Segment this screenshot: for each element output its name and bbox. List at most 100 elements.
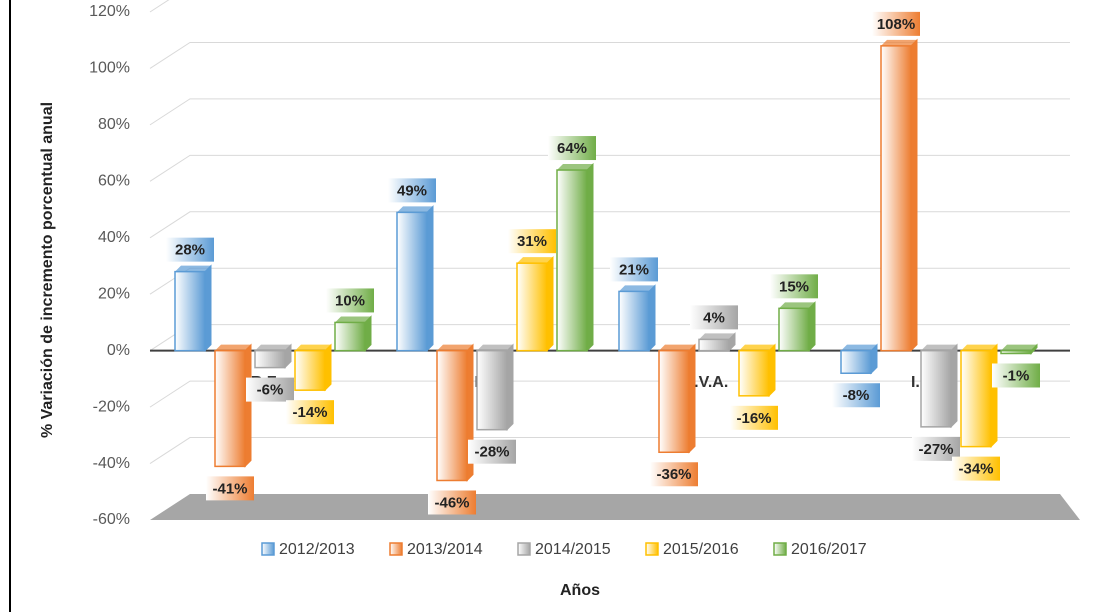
bar-top: [881, 39, 917, 46]
bar-top: [397, 206, 433, 213]
legend-swatch: [261, 542, 275, 556]
bar-top: [517, 257, 553, 264]
value-label: 10%: [335, 292, 365, 309]
value-label-box: [610, 257, 658, 282]
bar: [1000, 349, 1032, 355]
legend-label: 2014/2015: [535, 541, 611, 558]
bar-side: [204, 264, 212, 352]
bar: [920, 349, 952, 428]
bar: [778, 307, 810, 352]
grid-line: [149, 380, 1070, 408]
value-label-box: [992, 363, 1040, 388]
value-label: 31%: [517, 233, 547, 250]
value-label: 15%: [779, 278, 809, 295]
bar-top: [295, 344, 331, 351]
value-label-box: [468, 439, 516, 464]
y-tick-label: 100%: [89, 60, 130, 77]
bar-side: [990, 343, 998, 448]
bar-side: [950, 343, 958, 429]
bar-top: [739, 344, 775, 351]
bar: [516, 262, 548, 352]
bar: [658, 349, 690, 454]
value-label: 21%: [619, 261, 649, 278]
value-label-box: [428, 490, 476, 515]
value-label-box: [650, 462, 698, 487]
floor: [150, 494, 1080, 520]
value-label: -28%: [474, 444, 509, 461]
grid-line: [149, 437, 1070, 464]
bar: [698, 338, 730, 352]
bar-top: [437, 344, 473, 351]
legend-swatch: [389, 542, 403, 556]
bar-top: [335, 316, 371, 323]
value-label: -16%: [736, 410, 771, 427]
value-label: -27%: [918, 441, 953, 458]
value-label-box: [770, 274, 818, 299]
grid-line: [149, 0, 170, 13]
bar-top: [215, 344, 251, 351]
value-label: -1%: [1003, 367, 1030, 384]
y-tick-label: 0%: [107, 342, 130, 359]
bar-top: [921, 344, 957, 351]
bar: [254, 349, 286, 369]
bar: [618, 290, 650, 352]
bar-top: [477, 344, 513, 351]
bar: [840, 349, 872, 374]
value-label-box: [690, 305, 738, 330]
bar: [960, 349, 992, 448]
bar-side: [324, 343, 332, 392]
y-tick-label: -40%: [93, 455, 130, 472]
bar-top: [841, 344, 877, 351]
value-label-box: [952, 456, 1000, 481]
value-label: -14%: [292, 404, 327, 421]
value-label-box: [326, 288, 374, 313]
legend-swatch: [645, 542, 659, 556]
value-label-box: [166, 237, 214, 262]
bar: [738, 349, 770, 397]
bar-top: [175, 265, 211, 272]
bar-side: [506, 343, 514, 431]
y-tick-label: 40%: [98, 229, 130, 246]
bar-top: [255, 344, 291, 351]
bar-side: [648, 284, 656, 352]
bar-side: [426, 205, 434, 352]
value-label: -34%: [958, 461, 993, 478]
bar-side: [586, 162, 594, 352]
value-label-box: [206, 476, 254, 501]
grid-line: [149, 98, 1070, 126]
value-label-box: [832, 383, 880, 408]
bar-side: [688, 343, 696, 454]
value-label: -8%: [843, 387, 870, 404]
legend-label: 2016/2017: [791, 541, 867, 558]
legend-swatch: [517, 542, 531, 556]
grid-line: [149, 211, 1070, 239]
bar-side: [808, 301, 816, 352]
value-label-box: [246, 377, 294, 402]
y-tick-label: 60%: [98, 173, 130, 190]
bar-side: [910, 38, 918, 352]
value-label: 49%: [397, 182, 427, 199]
bar: [436, 349, 468, 482]
legend-label: 2012/2013: [279, 541, 355, 558]
category-label: I.V.A.: [690, 374, 729, 391]
y-tick-label: 20%: [98, 285, 130, 302]
y-axis-title: % Variación de incremento porcentual anu…: [39, 102, 56, 438]
bar: [880, 45, 912, 352]
value-label: 64%: [557, 140, 587, 157]
bar: [396, 211, 428, 352]
y-tick-label: -60%: [93, 511, 130, 528]
legend-label: 2013/2014: [407, 541, 483, 558]
value-label-box: [872, 11, 920, 36]
bar: [476, 349, 508, 431]
bar-side: [546, 255, 554, 352]
value-label: 108%: [877, 16, 915, 33]
y-tick-label: 80%: [98, 116, 130, 133]
bar-top: [557, 164, 593, 171]
bar: [174, 270, 206, 352]
bar-side: [768, 343, 776, 398]
bar: [294, 349, 326, 391]
x-axis-title: Años: [560, 582, 600, 599]
value-label-box: [286, 400, 334, 425]
bar: [556, 169, 588, 352]
